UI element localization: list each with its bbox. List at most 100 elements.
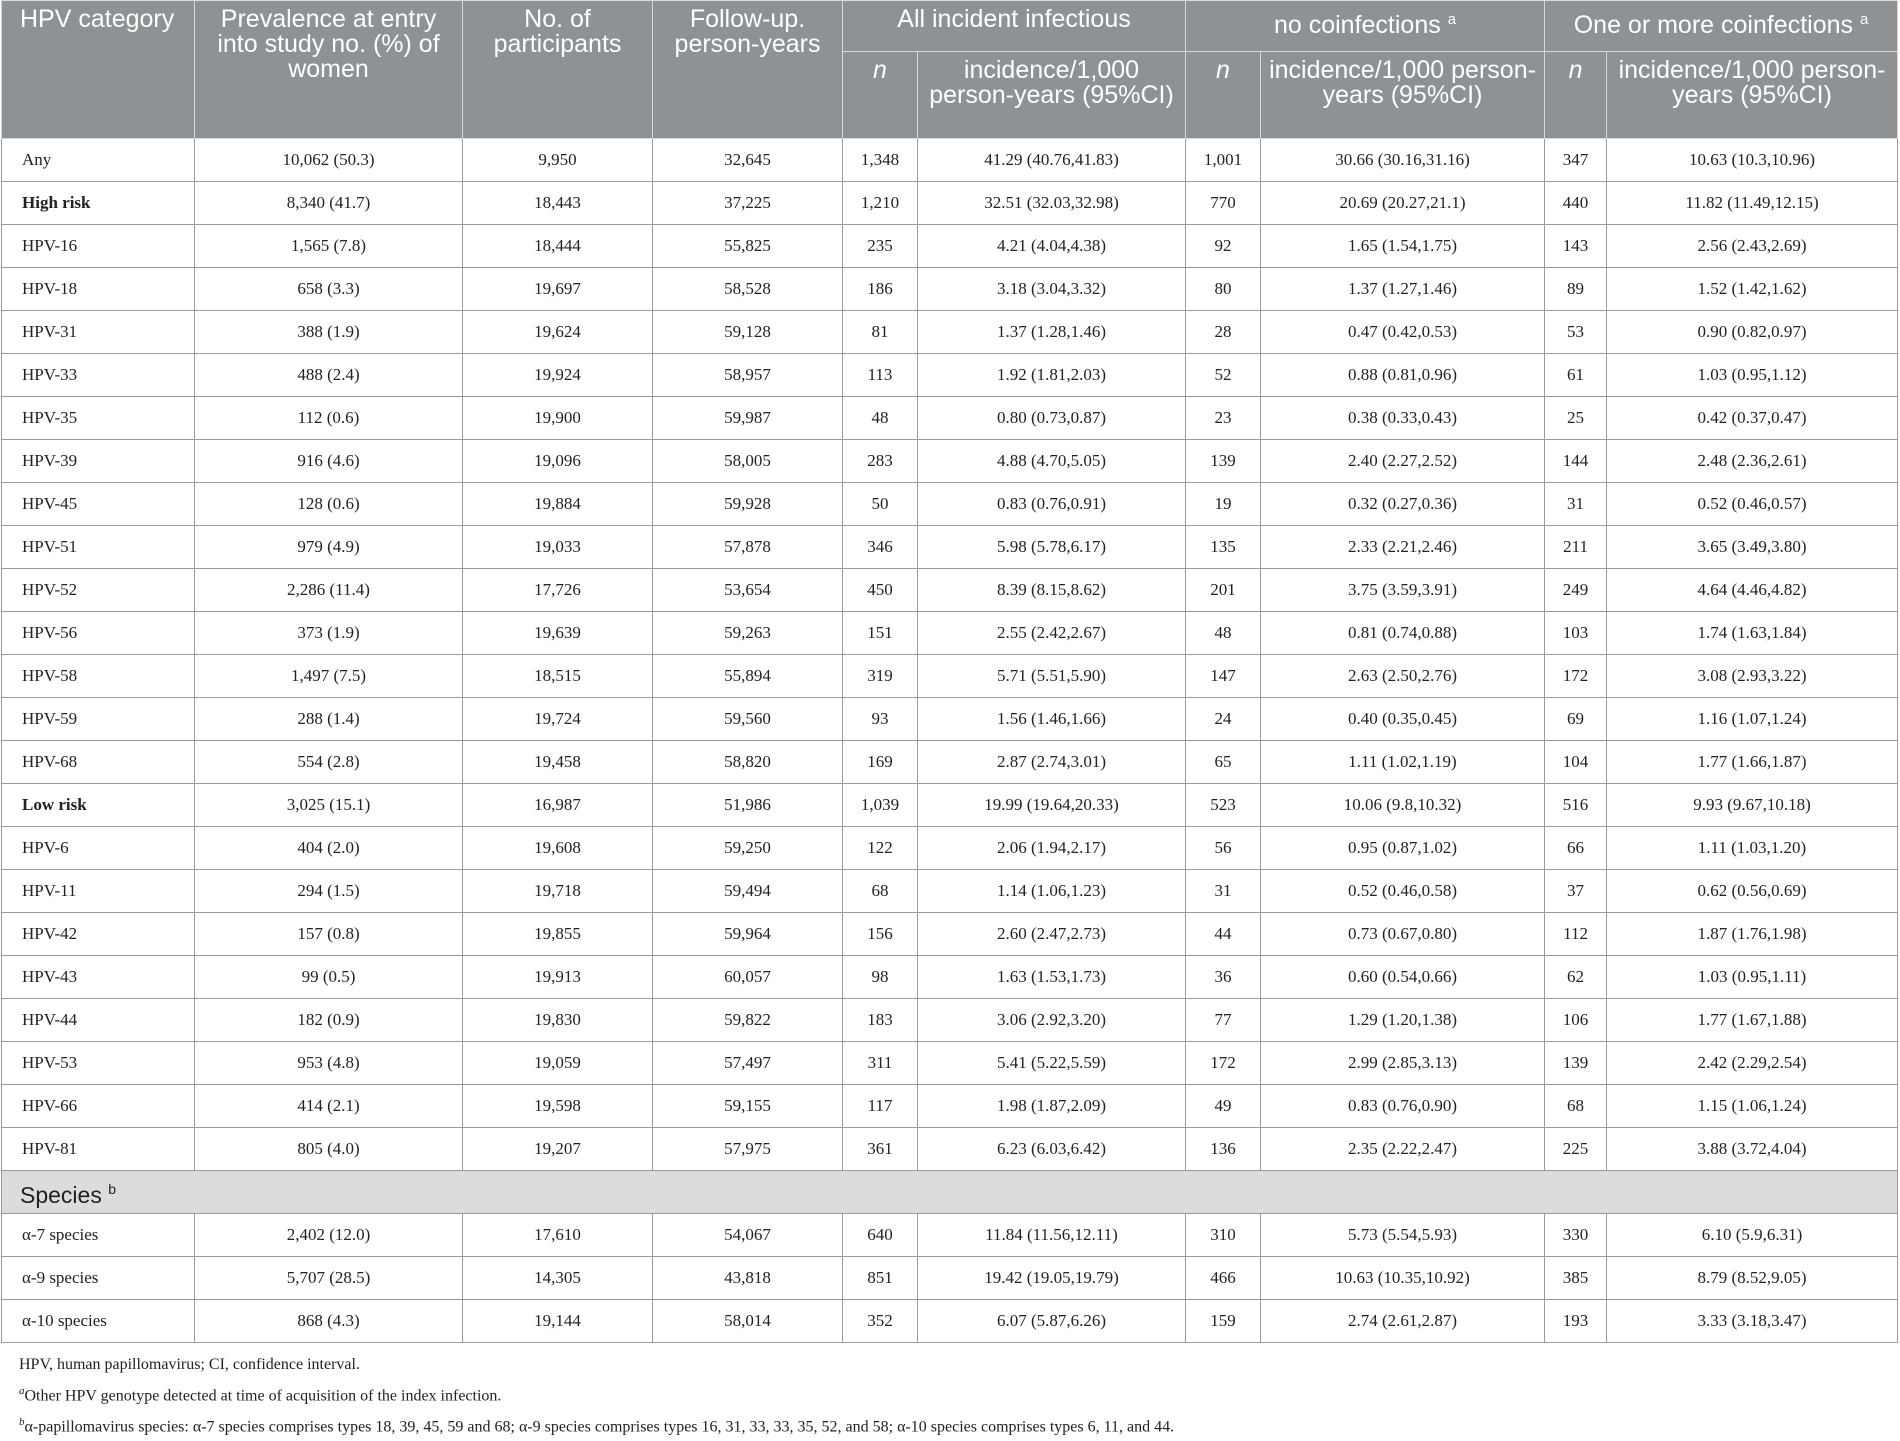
cell-category: Any bbox=[1, 138, 195, 182]
cell-prevalence: 10,062 (50.3) bbox=[194, 138, 463, 182]
cell-participants: 19,608 bbox=[462, 826, 653, 870]
cell-incidence-no-coinfections: 2.33 (2.21,2.46) bbox=[1259, 525, 1546, 569]
cell-incidence-no-coinfections: 0.81 (0.74,0.88) bbox=[1259, 611, 1546, 655]
cell-participants: 17,726 bbox=[462, 568, 653, 612]
header-one-or-more-label: One or more coinfections bbox=[1573, 11, 1854, 39]
cell-incidence-one-or-more: 1.15 (1.06,1.24) bbox=[1606, 1084, 1899, 1128]
cell-n-no-coinfections: 31 bbox=[1185, 869, 1261, 913]
cell-incidence-one-or-more: 3.08 (2.93,3.22) bbox=[1606, 654, 1899, 698]
cell-n-one-or-more: 61 bbox=[1544, 353, 1608, 397]
cell-incidence-all: 2.87 (2.74,3.01) bbox=[917, 740, 1186, 784]
header-all-incident: All incident infectious bbox=[842, 0, 1186, 52]
cell-category: α-9 species bbox=[1, 1256, 195, 1300]
cell-n-no-coinfections: 770 bbox=[1185, 181, 1261, 225]
cell-incidence-all: 6.23 (6.03,6.42) bbox=[917, 1127, 1186, 1171]
cell-incidence-no-coinfections: 0.47 (0.42,0.53) bbox=[1259, 310, 1546, 354]
header-participants: No. of participants bbox=[462, 0, 653, 139]
header-followup: Follow-up. person-years bbox=[652, 0, 843, 139]
cell-n-no-coinfections: 48 bbox=[1185, 611, 1261, 655]
table-row: HPV-43 99 (0.5) 19,913 60,057 98 1.63 (1.53,1… bbox=[1, 955, 1899, 999]
cell-participants: 19,718 bbox=[462, 869, 653, 913]
cell-incidence-one-or-more: 1.03 (0.95,1.12) bbox=[1606, 353, 1899, 397]
cell-n-all: 151 bbox=[842, 611, 918, 655]
cell-person-years: 59,155 bbox=[652, 1084, 843, 1128]
header-incidence-one-or-more: incidence/1,000 person-years (95%CI) bbox=[1606, 51, 1899, 139]
cell-participants: 19,884 bbox=[462, 482, 653, 526]
cell-n-all: 169 bbox=[842, 740, 918, 784]
header-no-coinfections: no coinfections a bbox=[1184, 0, 1546, 52]
cell-n-no-coinfections: 65 bbox=[1185, 740, 1261, 784]
cell-n-all: 50 bbox=[842, 482, 918, 526]
cell-incidence-one-or-more: 3.65 (3.49,3.80) bbox=[1606, 525, 1899, 569]
cell-participants: 19,697 bbox=[462, 267, 653, 311]
table-row: HPV-53 953 (4.8) 19,059 57,497 311 5.41 (5.22… bbox=[1, 1041, 1899, 1085]
header-category: HPV category bbox=[1, 0, 195, 139]
cell-n-one-or-more: 68 bbox=[1544, 1084, 1608, 1128]
cell-participants: 19,855 bbox=[462, 912, 653, 956]
species-section-row: Species b bbox=[0, 1170, 1899, 1214]
cell-category: HPV-53 bbox=[1, 1041, 195, 1085]
cell-n-all: 93 bbox=[842, 697, 918, 741]
cell-incidence-all: 0.80 (0.73,0.87) bbox=[917, 396, 1186, 440]
cell-prevalence: 658 (3.3) bbox=[194, 267, 463, 311]
footnote-abbreviations: HPV, human papillomavirus; CI, confidenc… bbox=[19, 1356, 360, 1373]
cell-incidence-one-or-more: 2.48 (2.36,2.61) bbox=[1606, 439, 1899, 483]
cell-prevalence: 2,402 (12.0) bbox=[194, 1213, 463, 1257]
cell-n-no-coinfections: 523 bbox=[1185, 783, 1261, 827]
cell-participants: 19,458 bbox=[462, 740, 653, 784]
cell-n-all: 68 bbox=[842, 869, 918, 913]
table-row: Low risk 3,025 (15.1) 16,987 51,986 1,039 19.… bbox=[1, 783, 1899, 827]
cell-n-all: 183 bbox=[842, 998, 918, 1042]
cell-incidence-one-or-more: 1.74 (1.63,1.84) bbox=[1606, 611, 1899, 655]
cell-category: HPV-43 bbox=[1, 955, 195, 999]
cell-incidence-one-or-more: 2.56 (2.43,2.69) bbox=[1606, 224, 1899, 268]
cell-incidence-no-coinfections: 20.69 (20.27,21.1) bbox=[1259, 181, 1546, 225]
table-row: HPV-44 182 (0.9) 19,830 59,822 183 3.06 (2.92… bbox=[1, 998, 1899, 1042]
cell-person-years: 43,818 bbox=[652, 1256, 843, 1300]
cell-incidence-one-or-more: 3.33 (3.18,3.47) bbox=[1606, 1299, 1899, 1343]
cell-incidence-all: 11.84 (11.56,12.11) bbox=[917, 1213, 1186, 1257]
cell-prevalence: 128 (0.6) bbox=[194, 482, 463, 526]
cell-category: HPV-59 bbox=[1, 697, 195, 741]
cell-incidence-one-or-more: 9.93 (9.67,10.18) bbox=[1606, 783, 1899, 827]
cell-n-all: 851 bbox=[842, 1256, 918, 1300]
cell-incidence-one-or-more: 1.87 (1.76,1.98) bbox=[1606, 912, 1899, 956]
cell-n-one-or-more: 211 bbox=[1544, 525, 1608, 569]
cell-n-no-coinfections: 19 bbox=[1185, 482, 1261, 526]
cell-incidence-no-coinfections: 0.73 (0.67,0.80) bbox=[1259, 912, 1546, 956]
cell-n-one-or-more: 440 bbox=[1544, 181, 1608, 225]
header-incidence-no-coinfections: incidence/1,000 person-years (95%CI) bbox=[1259, 51, 1546, 139]
header-no-coinfections-label: no coinfections bbox=[1273, 11, 1441, 39]
cell-n-all: 81 bbox=[842, 310, 918, 354]
cell-participants: 19,830 bbox=[462, 998, 653, 1042]
cell-incidence-one-or-more: 0.52 (0.46,0.57) bbox=[1606, 482, 1899, 526]
cell-category: HPV-33 bbox=[1, 353, 195, 397]
footnote-a: aOther HPV genotype detected at time of … bbox=[19, 1378, 1897, 1409]
footnote-a-marker: a bbox=[1447, 11, 1457, 28]
cell-participants: 16,987 bbox=[462, 783, 653, 827]
cell-prevalence: 3,025 (15.1) bbox=[194, 783, 463, 827]
cell-incidence-one-or-more: 1.52 (1.42,1.62) bbox=[1606, 267, 1899, 311]
cell-n-no-coinfections: 136 bbox=[1185, 1127, 1261, 1171]
table-row: High risk 8,340 (41.7) 18,443 37,225 1,210 32… bbox=[1, 181, 1899, 225]
cell-n-all: 186 bbox=[842, 267, 918, 311]
cell-person-years: 59,128 bbox=[652, 310, 843, 354]
table-body: Any 10,062 (50.3) 9,950 32,645 1,348 41.29 (4… bbox=[0, 138, 1899, 1343]
cell-participants: 19,900 bbox=[462, 396, 653, 440]
cell-category: HPV-81 bbox=[1, 1127, 195, 1171]
table-row: HPV-59 288 (1.4) 19,724 59,560 93 1.56 (1.46,… bbox=[1, 697, 1899, 741]
cell-n-one-or-more: 106 bbox=[1544, 998, 1608, 1042]
cell-person-years: 59,987 bbox=[652, 396, 843, 440]
cell-n-no-coinfections: 52 bbox=[1185, 353, 1261, 397]
cell-n-no-coinfections: 201 bbox=[1185, 568, 1261, 612]
cell-category: α-7 species bbox=[1, 1213, 195, 1257]
cell-participants: 17,610 bbox=[462, 1213, 653, 1257]
cell-incidence-one-or-more: 8.79 (8.52,9.05) bbox=[1606, 1256, 1899, 1300]
cell-incidence-no-coinfections: 0.38 (0.33,0.43) bbox=[1259, 396, 1546, 440]
cell-incidence-no-coinfections: 0.95 (0.87,1.02) bbox=[1259, 826, 1546, 870]
table-row: HPV-68 554 (2.8) 19,458 58,820 169 2.87 (2.74… bbox=[1, 740, 1899, 784]
cell-incidence-one-or-more: 0.90 (0.82,0.97) bbox=[1606, 310, 1899, 354]
cell-category: HPV-18 bbox=[1, 267, 195, 311]
cell-incidence-one-or-more: 1.77 (1.66,1.87) bbox=[1606, 740, 1899, 784]
